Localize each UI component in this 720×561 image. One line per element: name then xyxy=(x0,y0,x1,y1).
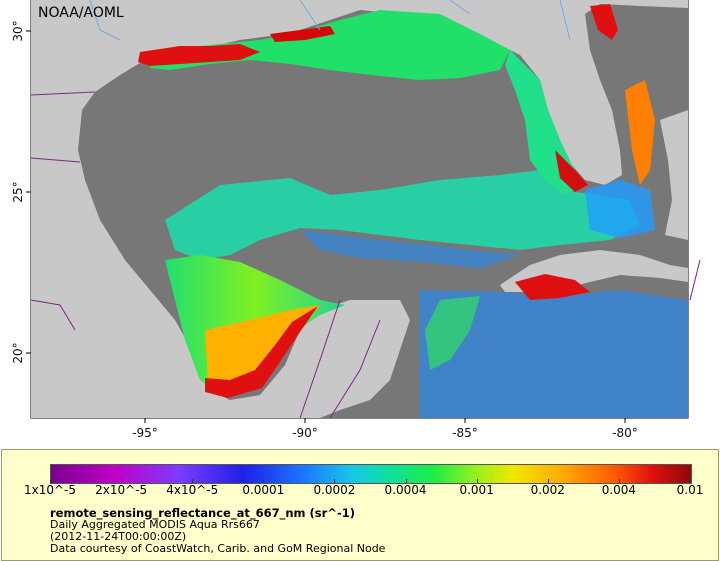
colorbar-tick-label: 0.002 xyxy=(530,483,565,497)
cuba-coast-red xyxy=(515,274,590,300)
legend-panel: 1x10^-5 2x10^-5 4x10^-5 0.0001 0.0002 0.0004 0… xyxy=(1,449,719,561)
colorbar-tick-mark xyxy=(192,479,194,483)
caribbean-data-green xyxy=(425,296,480,370)
colorbar-tick-mark xyxy=(547,479,549,483)
colorbar-tick-label: 0.0002 xyxy=(313,483,356,497)
legend-variable-name: remote_sensing_reflectance_at_667_nm (sr… xyxy=(50,506,355,520)
florida-straits-data xyxy=(585,180,655,238)
colorbar-tick-mark xyxy=(121,479,123,483)
colorbar-tick-label: 2x10^-5 xyxy=(95,483,148,497)
y-tick-label: 25° xyxy=(11,181,25,202)
colorbar-tick-label: 0.004 xyxy=(601,483,637,497)
x-tick-label: -90° xyxy=(292,426,318,440)
gulf-data-swath xyxy=(165,170,640,260)
colorbar-tick-mark xyxy=(476,479,478,483)
west-florida-shelf xyxy=(505,50,585,195)
mexico-land xyxy=(31,150,410,418)
colorbar-tick-mark xyxy=(405,479,407,483)
east-florida-strip xyxy=(625,80,655,185)
colorbar-tick-mark xyxy=(690,479,691,483)
colorbar xyxy=(50,464,692,484)
x-axis: -95° -90° -85° -80° xyxy=(132,418,638,440)
colorbar-tick-mark xyxy=(618,479,620,483)
north-coast-band xyxy=(150,10,510,80)
florida-coast-red xyxy=(555,150,588,192)
north-coast-red-east xyxy=(270,26,335,42)
state-borders xyxy=(30,91,701,419)
x-tick-label: -80° xyxy=(612,426,638,440)
colorbar-tick-mark xyxy=(263,479,265,483)
y-tick-label: 20° xyxy=(11,342,25,363)
map-figure: NOAA/AOML -95° -90° -85° -80° 30° 25° 20° xyxy=(11,0,701,440)
colorbar-tick-label: 1x10^-5 xyxy=(23,483,77,497)
legend-source: Data courtesy of CoastWatch, Carib. and … xyxy=(50,542,386,555)
bahamas-land xyxy=(660,110,688,240)
colorbar-tick-label: 0.01 xyxy=(676,483,704,497)
colorbar-tick-mark xyxy=(50,479,51,483)
caribbean-data xyxy=(420,290,688,418)
campeche-coast-red xyxy=(205,306,318,398)
north-coast-red xyxy=(138,44,260,66)
colorbar-tick-label: 0.001 xyxy=(459,483,494,497)
x-tick-label: -95° xyxy=(132,426,158,440)
river-lines xyxy=(89,0,571,41)
colorbar-tick-mark xyxy=(334,479,336,483)
y-tick-label: 30° xyxy=(11,20,25,41)
x-tick-label: -85° xyxy=(452,426,478,440)
credit-label: NOAA/AOML xyxy=(38,5,124,21)
colorbar-tick-label: 0.0001 xyxy=(242,483,285,497)
gulf-data-swath-blue xyxy=(300,230,520,268)
colorbar-tick-label: 4x10^-5 xyxy=(166,483,219,497)
legend-description: Daily Aggregated MODIS Aqua Rrs667 xyxy=(50,518,260,531)
colorbar-tick-label: 0.0004 xyxy=(384,483,427,497)
y-axis: 30° 25° 20° xyxy=(11,20,31,364)
legend-date: (2012-11-24T00:00:00Z) xyxy=(50,530,187,543)
east-florida-red xyxy=(590,4,618,40)
